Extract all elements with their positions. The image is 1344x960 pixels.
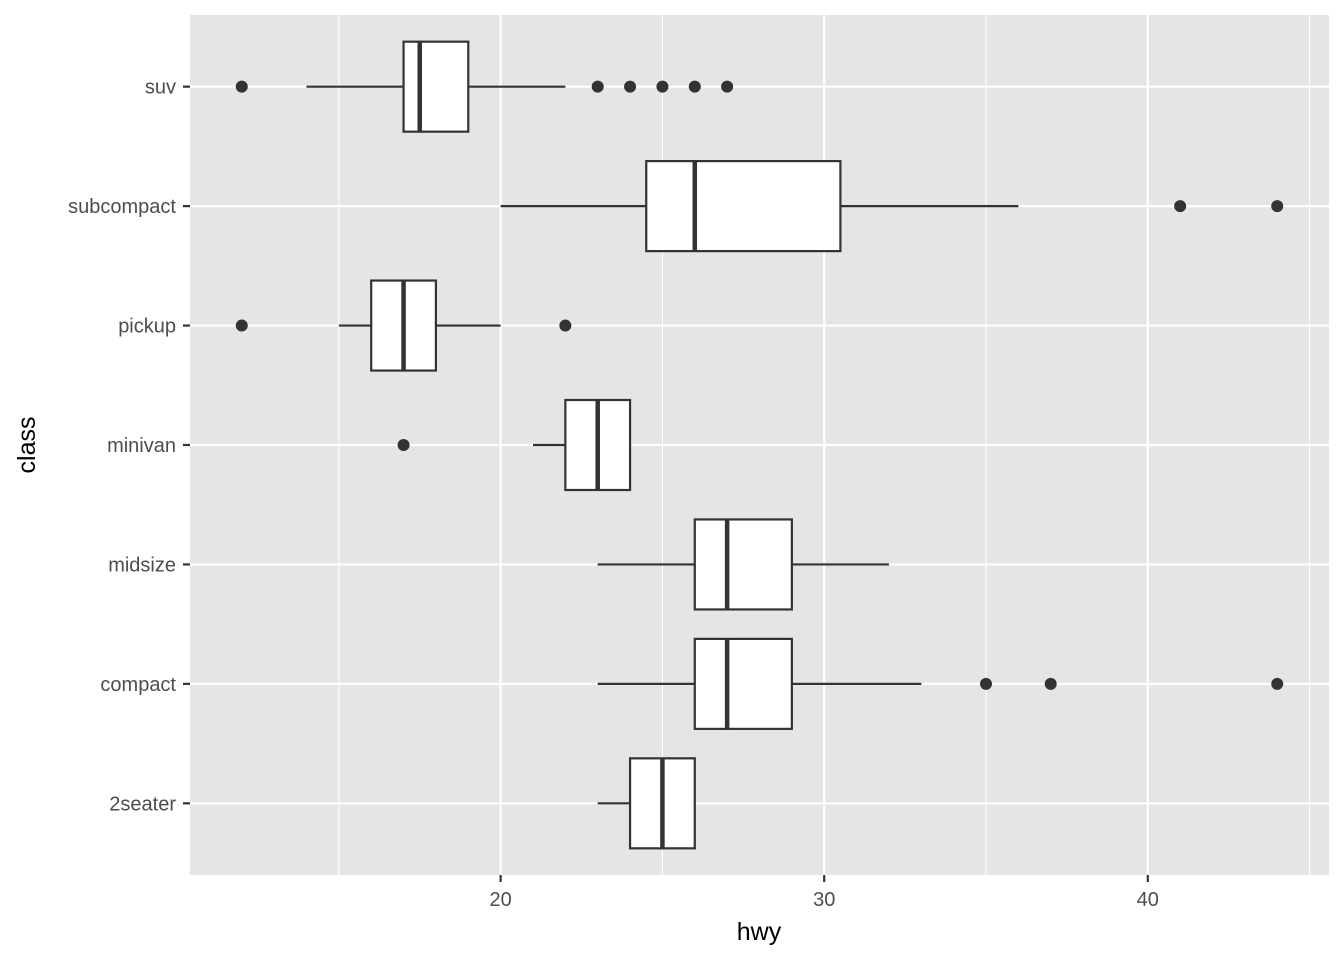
- x-axis-title: hwy: [737, 918, 782, 946]
- box-2seater: [597, 757, 696, 850]
- y-tick-label: 2seater: [109, 793, 176, 815]
- y-tick-label: pickup: [118, 316, 176, 338]
- outlier-point: [688, 80, 701, 93]
- y-axis-title: class: [13, 417, 41, 474]
- y-tick-label: midsize: [108, 554, 176, 576]
- x-axis: 20 30 40: [490, 875, 1159, 911]
- outlier-point: [1271, 677, 1284, 690]
- x-tick-label: 30: [813, 889, 835, 911]
- y-tick-label: minivan: [107, 435, 176, 457]
- outlier-point: [1174, 200, 1187, 213]
- outlier-point: [591, 80, 604, 93]
- box-compact: [597, 637, 1284, 730]
- outlier-point: [656, 80, 669, 93]
- outlier-point: [980, 677, 993, 690]
- box-minivan: [397, 398, 632, 492]
- outlier-point: [235, 80, 248, 93]
- x-tick-label: 20: [490, 889, 512, 911]
- box-midsize: [597, 518, 889, 611]
- x-tick-label: 40: [1137, 889, 1159, 911]
- boxes: [235, 40, 1284, 850]
- y-axis: 2seater compact midsize minivan pickup subcom…: [68, 77, 190, 815]
- box-iqr: [693, 518, 793, 611]
- box-subcompact: [500, 160, 1284, 253]
- outlier-point: [1044, 677, 1057, 690]
- outlier-point: [721, 80, 734, 93]
- outlier-point: [624, 80, 637, 93]
- box-iqr: [402, 40, 470, 133]
- box-pickup: [235, 279, 572, 372]
- y-tick-label: suv: [145, 77, 176, 99]
- outlier-point: [235, 319, 248, 332]
- box-suv: [235, 40, 734, 133]
- outlier-point: [397, 439, 410, 451]
- box-iqr: [645, 160, 842, 253]
- outlier-point: [1271, 200, 1284, 213]
- outlier-point: [559, 319, 572, 332]
- y-tick-label: subcompact: [68, 196, 176, 218]
- y-tick-label: compact: [100, 674, 176, 696]
- box-iqr: [693, 637, 793, 730]
